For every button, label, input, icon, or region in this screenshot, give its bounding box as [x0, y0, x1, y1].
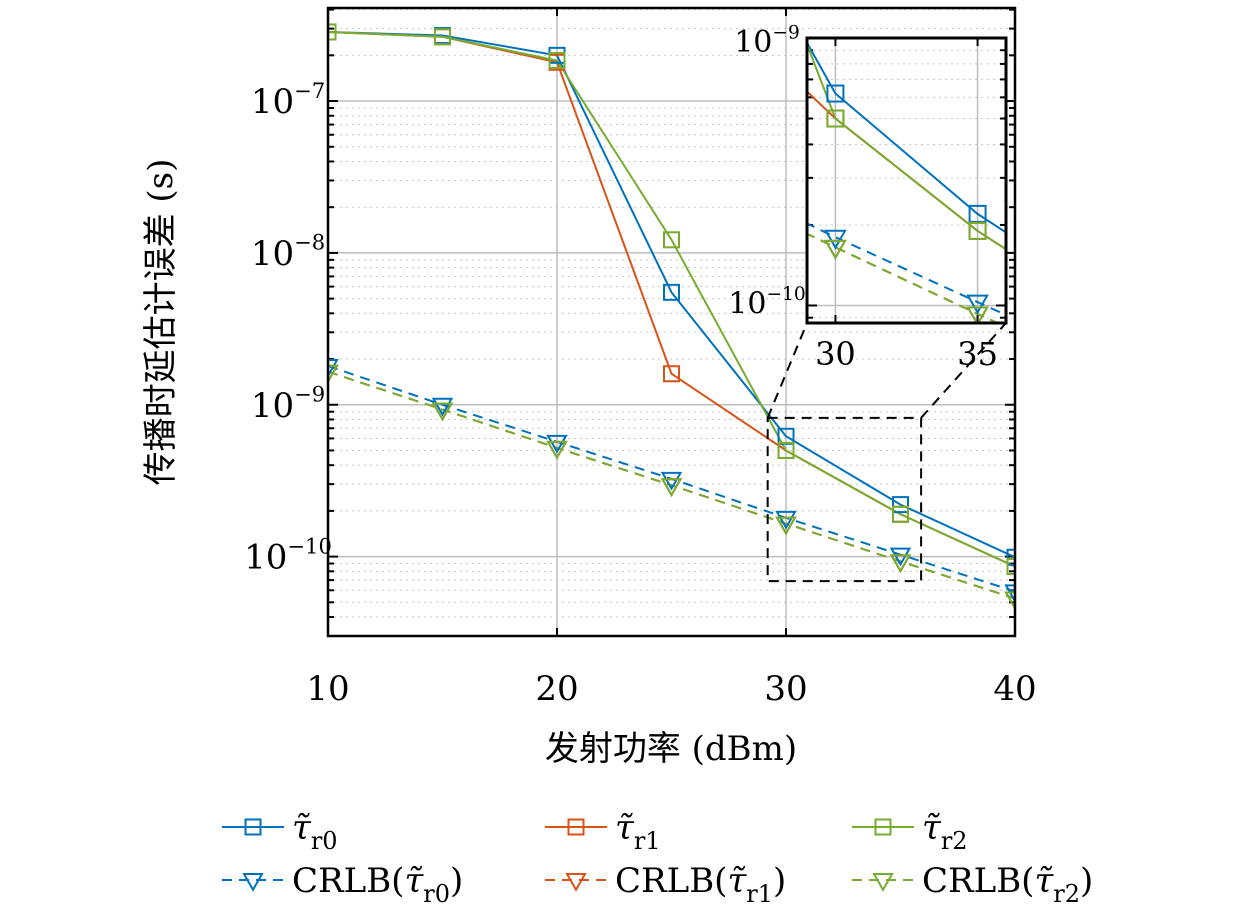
legend-label: CRLB(τ̃r1): [615, 861, 786, 908]
plot-frame: [326, 6, 1017, 638]
series-line-0: [807, 40, 1006, 234]
data-point-triangle: [660, 478, 683, 498]
data-point-square: [892, 496, 909, 514]
legend-label: τ̃r2: [922, 808, 968, 855]
data-point-triangle: [889, 547, 912, 567]
data-point-triangle: [775, 516, 797, 536]
legend-label: CRLB(τ̃r2): [922, 861, 1093, 908]
inset-x-tick-label: 35: [957, 335, 998, 373]
data-point-triangle: [966, 306, 989, 323]
legend-label: τ̃r0: [292, 808, 338, 855]
data-point-square: [1112, 315, 1128, 331]
y-tick-label: 10−7: [251, 78, 325, 122]
x-axis-label: 发射功率 (dBm): [545, 729, 797, 769]
data-point-square: [244, 818, 262, 836]
data-point-triangle: [565, 873, 587, 892]
data-point-triangle: [431, 402, 454, 422]
legend-label: τ̃r1: [615, 808, 661, 855]
data-point-triangle: [684, 173, 703, 190]
data-point-triangle: [966, 294, 989, 315]
legend-item: τ̃r0: [222, 808, 338, 855]
inset-frame: [805, 36, 1008, 325]
data-point-triangle: [546, 434, 568, 454]
inset-series: [399, 40, 1129, 390]
data-point-triangle: [775, 510, 797, 530]
y-tick-label: 10−10: [244, 533, 332, 577]
legend-item: CRLB(τ̃r2): [852, 861, 1093, 908]
data-point-square: [1112, 299, 1128, 315]
data-point-triangle: [684, 162, 703, 179]
inset-y-tick-label: 10−9: [734, 23, 800, 61]
data-point-square: [1006, 548, 1015, 566]
data-point-triangle: [1110, 360, 1129, 377]
y-tick-label: 10−9: [251, 381, 325, 425]
data-point-square: [1112, 315, 1128, 331]
data-point-square: [892, 505, 909, 523]
series-line-2: [807, 41, 1006, 251]
data-point-square: [663, 231, 680, 249]
series-line-5: [328, 370, 1015, 600]
zoom-region-box: [766, 416, 923, 583]
data-point-triangle: [242, 873, 264, 892]
data-point-square: [663, 365, 680, 383]
inset-y-tick-label: 10−10: [728, 284, 805, 322]
legend-label: CRLB(τ̃r0): [292, 861, 463, 908]
data-point-square: [1006, 558, 1015, 576]
main-series: [328, 23, 1015, 611]
data-point-square: [567, 818, 585, 836]
data-point-triangle: [889, 554, 912, 574]
series-line-0: [328, 30, 1015, 559]
data-point-triangle: [546, 440, 568, 460]
data-point-square: [328, 23, 337, 41]
data-point-square: [548, 51, 566, 69]
y-axis-label: 传播时延估计误差 (s): [141, 159, 181, 486]
data-point-square: [826, 84, 845, 103]
data-point-triangle: [542, 97, 561, 114]
data-point-triangle: [1004, 591, 1015, 611]
data-point-square: [826, 109, 845, 128]
inset-x-tick-label: 30: [815, 335, 856, 373]
data-point-triangle: [399, 40, 418, 57]
data-point-square: [968, 204, 987, 223]
zoom-connector: [920, 322, 1007, 419]
data-point-triangle: [1110, 373, 1129, 390]
x-tick-label: 20: [535, 669, 578, 709]
data-point-triangle: [328, 358, 339, 378]
legend-item: CRLB(τ̃r0): [222, 861, 463, 908]
data-point-triangle: [684, 173, 703, 190]
data-point-triangle: [824, 239, 847, 260]
x-tick-label: 40: [993, 669, 1036, 709]
data-point-triangle: [1110, 373, 1129, 390]
data-point-square: [663, 283, 680, 301]
x-tick-label: 10: [306, 669, 349, 709]
data-point-square: [874, 818, 892, 836]
data-point-square: [968, 221, 987, 240]
data-point-square: [434, 28, 451, 46]
zoom-connector: [766, 322, 808, 419]
data-point-square: [777, 441, 795, 459]
x-tick-label: 30: [764, 669, 807, 709]
data-point-triangle: [431, 397, 454, 417]
series-line-2: [328, 30, 1015, 568]
data-point-triangle: [872, 873, 894, 892]
legend-item: CRLB(τ̃r1): [545, 861, 786, 908]
series-line-3: [807, 222, 1006, 317]
data-point-triangle: [328, 364, 339, 384]
data-point-triangle: [399, 40, 418, 57]
data-point-triangle: [824, 229, 847, 250]
legend-item: τ̃r2: [852, 808, 968, 855]
legend-item: τ̃r1: [545, 808, 661, 855]
y-tick-label: 10−8: [251, 230, 325, 274]
data-point-triangle: [660, 471, 683, 491]
